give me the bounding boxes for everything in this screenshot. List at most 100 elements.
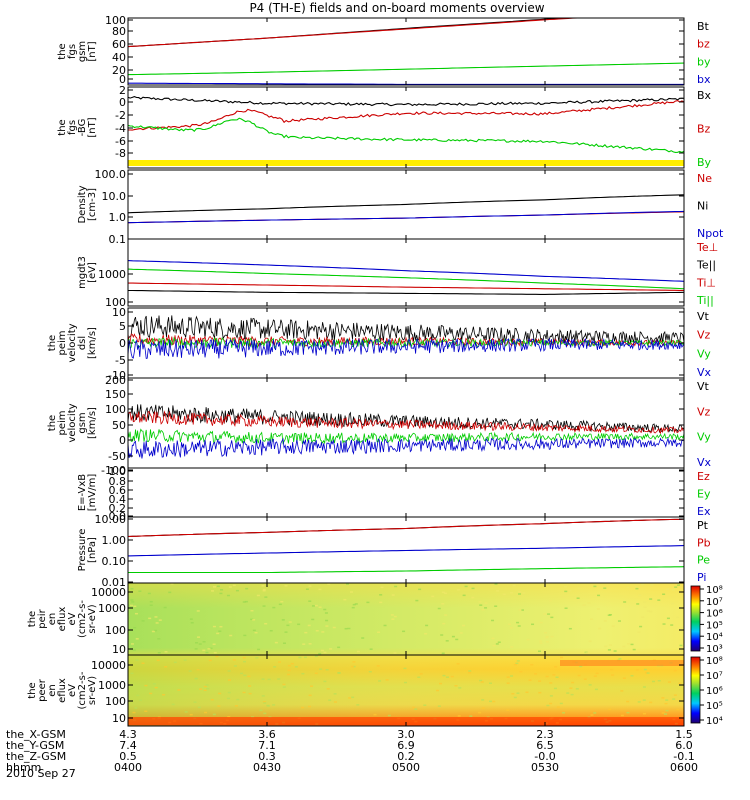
y-tick-label: 20 [112, 64, 126, 77]
spectrogram-pixel [541, 650, 545, 652]
spectrogram-pixel [383, 624, 387, 627]
y-tick-label: 0.01 [102, 576, 127, 589]
spectrogram-pixel [611, 625, 615, 627]
spectrogram-pixel [287, 673, 291, 676]
y-tick-label: 1000 [98, 268, 126, 281]
spectrogram-pixel [226, 697, 230, 700]
series-Vt [127, 315, 685, 345]
spectrogram-pixel [415, 599, 419, 602]
spectrogram-pixel [154, 629, 158, 632]
spectrogram-pixel [667, 681, 671, 683]
spectrogram-pixel [622, 645, 626, 648]
spectrogram-pixel [314, 655, 318, 658]
spectrogram-pixel [437, 705, 441, 707]
spectrogram-pixel [489, 700, 493, 703]
spectrogram-pixel [594, 688, 598, 691]
spectrogram-pixel [196, 668, 200, 671]
spectrogram-pixel [134, 707, 138, 709]
spectrogram-pixel [144, 710, 148, 712]
spectrogram-pixel [538, 691, 542, 694]
spectrogram-pixel [232, 659, 236, 661]
spectrogram-pixel [588, 684, 592, 686]
spectrogram-pixel [442, 622, 446, 625]
spectrogram-pixel [528, 679, 532, 681]
spectrogram-pixel [318, 588, 322, 591]
spectrogram-pixel [603, 620, 607, 622]
spectrogram-pixel [442, 674, 446, 677]
spectrogram-pixel [377, 631, 381, 633]
series-Pb [127, 518, 685, 538]
spectrogram-pixel [662, 593, 666, 596]
series-Vt [127, 404, 685, 434]
spectrogram-pixel [234, 705, 238, 707]
spectrogram-pixel [456, 589, 460, 591]
spectrogram-pixel [157, 652, 161, 654]
spectrogram-pixel [171, 703, 175, 706]
y-tick-label: 1.0 [109, 211, 127, 224]
spectrogram-pixel [568, 589, 572, 592]
legend-item: Ti|| [696, 294, 714, 307]
spectrogram-pixel [664, 713, 668, 715]
spectrogram-pixel [216, 585, 220, 588]
spectrogram-pixel [243, 634, 247, 637]
spectrogram-pixel [441, 652, 445, 655]
y-tick-label: 100 [105, 403, 126, 416]
spectrogram-pixel [162, 693, 166, 696]
spectrogram-pixel [242, 601, 246, 603]
series-Vx [127, 337, 685, 359]
legend-item: Te⊥ [696, 241, 718, 254]
spectrogram-pixel [402, 630, 406, 633]
spectrogram-pixel [544, 632, 548, 634]
y-axis-label: [eV] [87, 262, 98, 283]
y-axis-label: the [27, 682, 38, 698]
spectrogram-pixel [623, 601, 627, 603]
y-axis-label: sr-eV) [87, 676, 98, 705]
legend-item: Vx [697, 456, 712, 469]
y-axis-label: the [47, 335, 58, 351]
y-axis-label: E=-VxB [77, 474, 88, 511]
spectrogram-pixel [626, 700, 630, 703]
spectrogram-pixel [308, 643, 312, 645]
spectrogram-pixel [352, 603, 356, 606]
spectrogram-pixel [170, 583, 174, 585]
spectrogram-pixel [130, 587, 134, 590]
spectrogram-pixel [212, 643, 216, 646]
spectrogram-pixel [582, 604, 586, 606]
spectrogram-pixel [168, 591, 172, 594]
colorbar-tick-label: 10⁷ [706, 671, 723, 682]
spectrogram-pixel [236, 698, 240, 701]
spectrogram-pixel [130, 643, 134, 645]
spectrogram-pixel [661, 712, 665, 714]
spectrogram-pixel [457, 715, 461, 717]
x-axis-value: 3.0 [397, 728, 415, 741]
spectrogram-pixel [608, 708, 612, 711]
spectrogram-pixel [248, 685, 252, 687]
spectrogram-pixel [626, 586, 630, 589]
x-axis-value: 6.9 [397, 739, 415, 752]
spectrogram-pixel [643, 668, 647, 671]
spectrogram-pixel [462, 624, 466, 627]
y-tick-label: -100 [101, 464, 126, 477]
spectrogram-pixel [674, 586, 678, 588]
spectrogram-pixel [318, 652, 322, 655]
y-tick-label: 40 [112, 51, 126, 64]
spectrogram-pixel [643, 601, 647, 603]
date-label: 2010 Sep 27 [6, 767, 76, 780]
panel-2: 20-2-4-6-8 the fgs -BG [nT] Bx Bz By [57, 84, 712, 169]
spectrogram-pixel [227, 679, 231, 681]
spectrogram-pixel [356, 704, 360, 706]
colorbar-tick-label: 10⁴ [706, 632, 723, 643]
spectrogram-pixel [303, 656, 307, 659]
spectrogram-pixel [439, 682, 443, 685]
y-tick-label: -2 [115, 109, 126, 122]
spectrogram-pixel [376, 665, 380, 667]
y-axis-label: sr-eV) [87, 604, 98, 633]
spectrogram-pixel [227, 670, 231, 672]
spectrogram-pixel [208, 659, 212, 662]
spectrogram-pixel [649, 598, 653, 600]
spectrogram-pixel [673, 694, 677, 696]
spectrogram-pixel [349, 591, 353, 593]
y-tick-label: 0.6 [109, 484, 127, 497]
spectrogram-pixel [380, 586, 384, 589]
spectrogram-pixel [264, 596, 268, 598]
